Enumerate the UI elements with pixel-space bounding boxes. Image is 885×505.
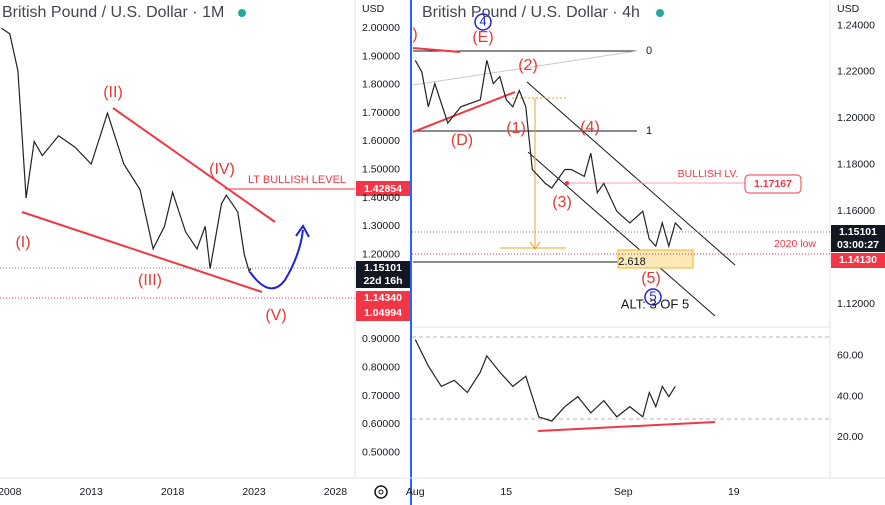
- y-tick-label: 0.90000: [362, 333, 400, 345]
- y-tick-label: 0.70000: [362, 390, 400, 402]
- annotation: 0: [646, 45, 652, 57]
- y-tick-label: 1.20000: [362, 248, 400, 260]
- y-tick-label: 1.16000: [837, 205, 875, 217]
- price-label: 1.14340: [364, 292, 402, 304]
- x-tick-label: 2018: [161, 486, 185, 498]
- settings-icon[interactable]: [374, 485, 388, 499]
- annotation: (IV): [209, 161, 235, 178]
- price-label: 22d 16h: [363, 275, 402, 287]
- annotation: 1: [646, 125, 652, 137]
- annotation: ALT: 3 OF 5: [621, 296, 689, 311]
- y-tick-label: 1.12000: [837, 298, 875, 310]
- annotation: (5): [641, 270, 661, 287]
- x-tick-label: 2013: [80, 486, 104, 498]
- y-tick-label: 1.60000: [362, 135, 400, 147]
- y-tick-label: 1.40000: [362, 192, 400, 204]
- annotation: (3): [552, 194, 572, 211]
- annotation: LT BULLISH LEVEL: [248, 174, 346, 186]
- annotation: (III): [138, 272, 162, 289]
- annotation: 2020 low: [774, 238, 816, 250]
- annotation: (1): [506, 120, 526, 137]
- y-tick-label: 1.90000: [362, 50, 400, 62]
- annotation: BULLISH LV.: [678, 168, 739, 180]
- y-tick-label: 1.20000: [837, 112, 875, 124]
- x-tick-label: 2023: [242, 486, 266, 498]
- price-label: 1.15101: [364, 262, 402, 274]
- chart-title: British Pound / U.S. Dollar · 4h: [422, 4, 640, 21]
- y-tick-label: 1.50000: [362, 163, 400, 175]
- y-tick-label: 2.00000: [362, 22, 400, 34]
- x-tick-label: 15: [500, 486, 512, 498]
- x-tick-label: 19: [728, 486, 740, 498]
- annotation: 4: [479, 13, 486, 28]
- annotation: (E): [472, 29, 493, 46]
- price-label: 1.14130: [839, 254, 877, 266]
- annotation: (4): [580, 119, 600, 136]
- y-tick-label: 0.80000: [362, 361, 400, 373]
- price-label: 1.15101: [839, 226, 877, 238]
- x-tick-label: Sep: [614, 486, 633, 498]
- price-line: [414, 339, 676, 422]
- annotation: (2): [518, 57, 538, 74]
- annotation: 2.618: [618, 256, 646, 268]
- x-tick-label: 2008: [0, 486, 22, 498]
- price-label: 03:00:27: [837, 239, 879, 251]
- axis-unit: USD: [837, 3, 860, 15]
- x-tick-label: 2028: [324, 486, 348, 498]
- y-tick-label: 1.30000: [362, 220, 400, 232]
- price-label: 1.42854: [364, 183, 402, 195]
- price-line: [414, 60, 683, 249]
- y-tick-label: 1.18000: [837, 159, 875, 171]
- price-label: 1.17167: [754, 178, 792, 190]
- y-tick-label: 60.00: [837, 350, 863, 362]
- price-label: 1.04994: [364, 307, 402, 319]
- y-tick-label: 1.24000: [837, 19, 875, 31]
- axis-unit: USD: [362, 3, 385, 15]
- y-tick-label: 1.22000: [837, 66, 875, 78]
- y-tick-label: 0.60000: [362, 418, 400, 430]
- annotation: (D): [451, 132, 473, 149]
- y-tick-label: 20.00: [837, 431, 863, 443]
- y-tick-label: 1.70000: [362, 107, 400, 119]
- price-line: [1, 27, 252, 274]
- annotation: (V): [265, 307, 286, 324]
- annotation: 5: [649, 288, 656, 303]
- y-tick-label: 0.50000: [362, 446, 400, 458]
- chart-title: British Pound / U.S. Dollar · 1M: [2, 4, 224, 21]
- annotation: (I): [15, 234, 30, 251]
- annotation: (II): [103, 84, 123, 101]
- y-tick-label: 40.00: [837, 390, 863, 402]
- x-tick-label: Aug: [406, 486, 425, 498]
- y-tick-label: 1.80000: [362, 79, 400, 91]
- annotation: ): [412, 26, 417, 43]
